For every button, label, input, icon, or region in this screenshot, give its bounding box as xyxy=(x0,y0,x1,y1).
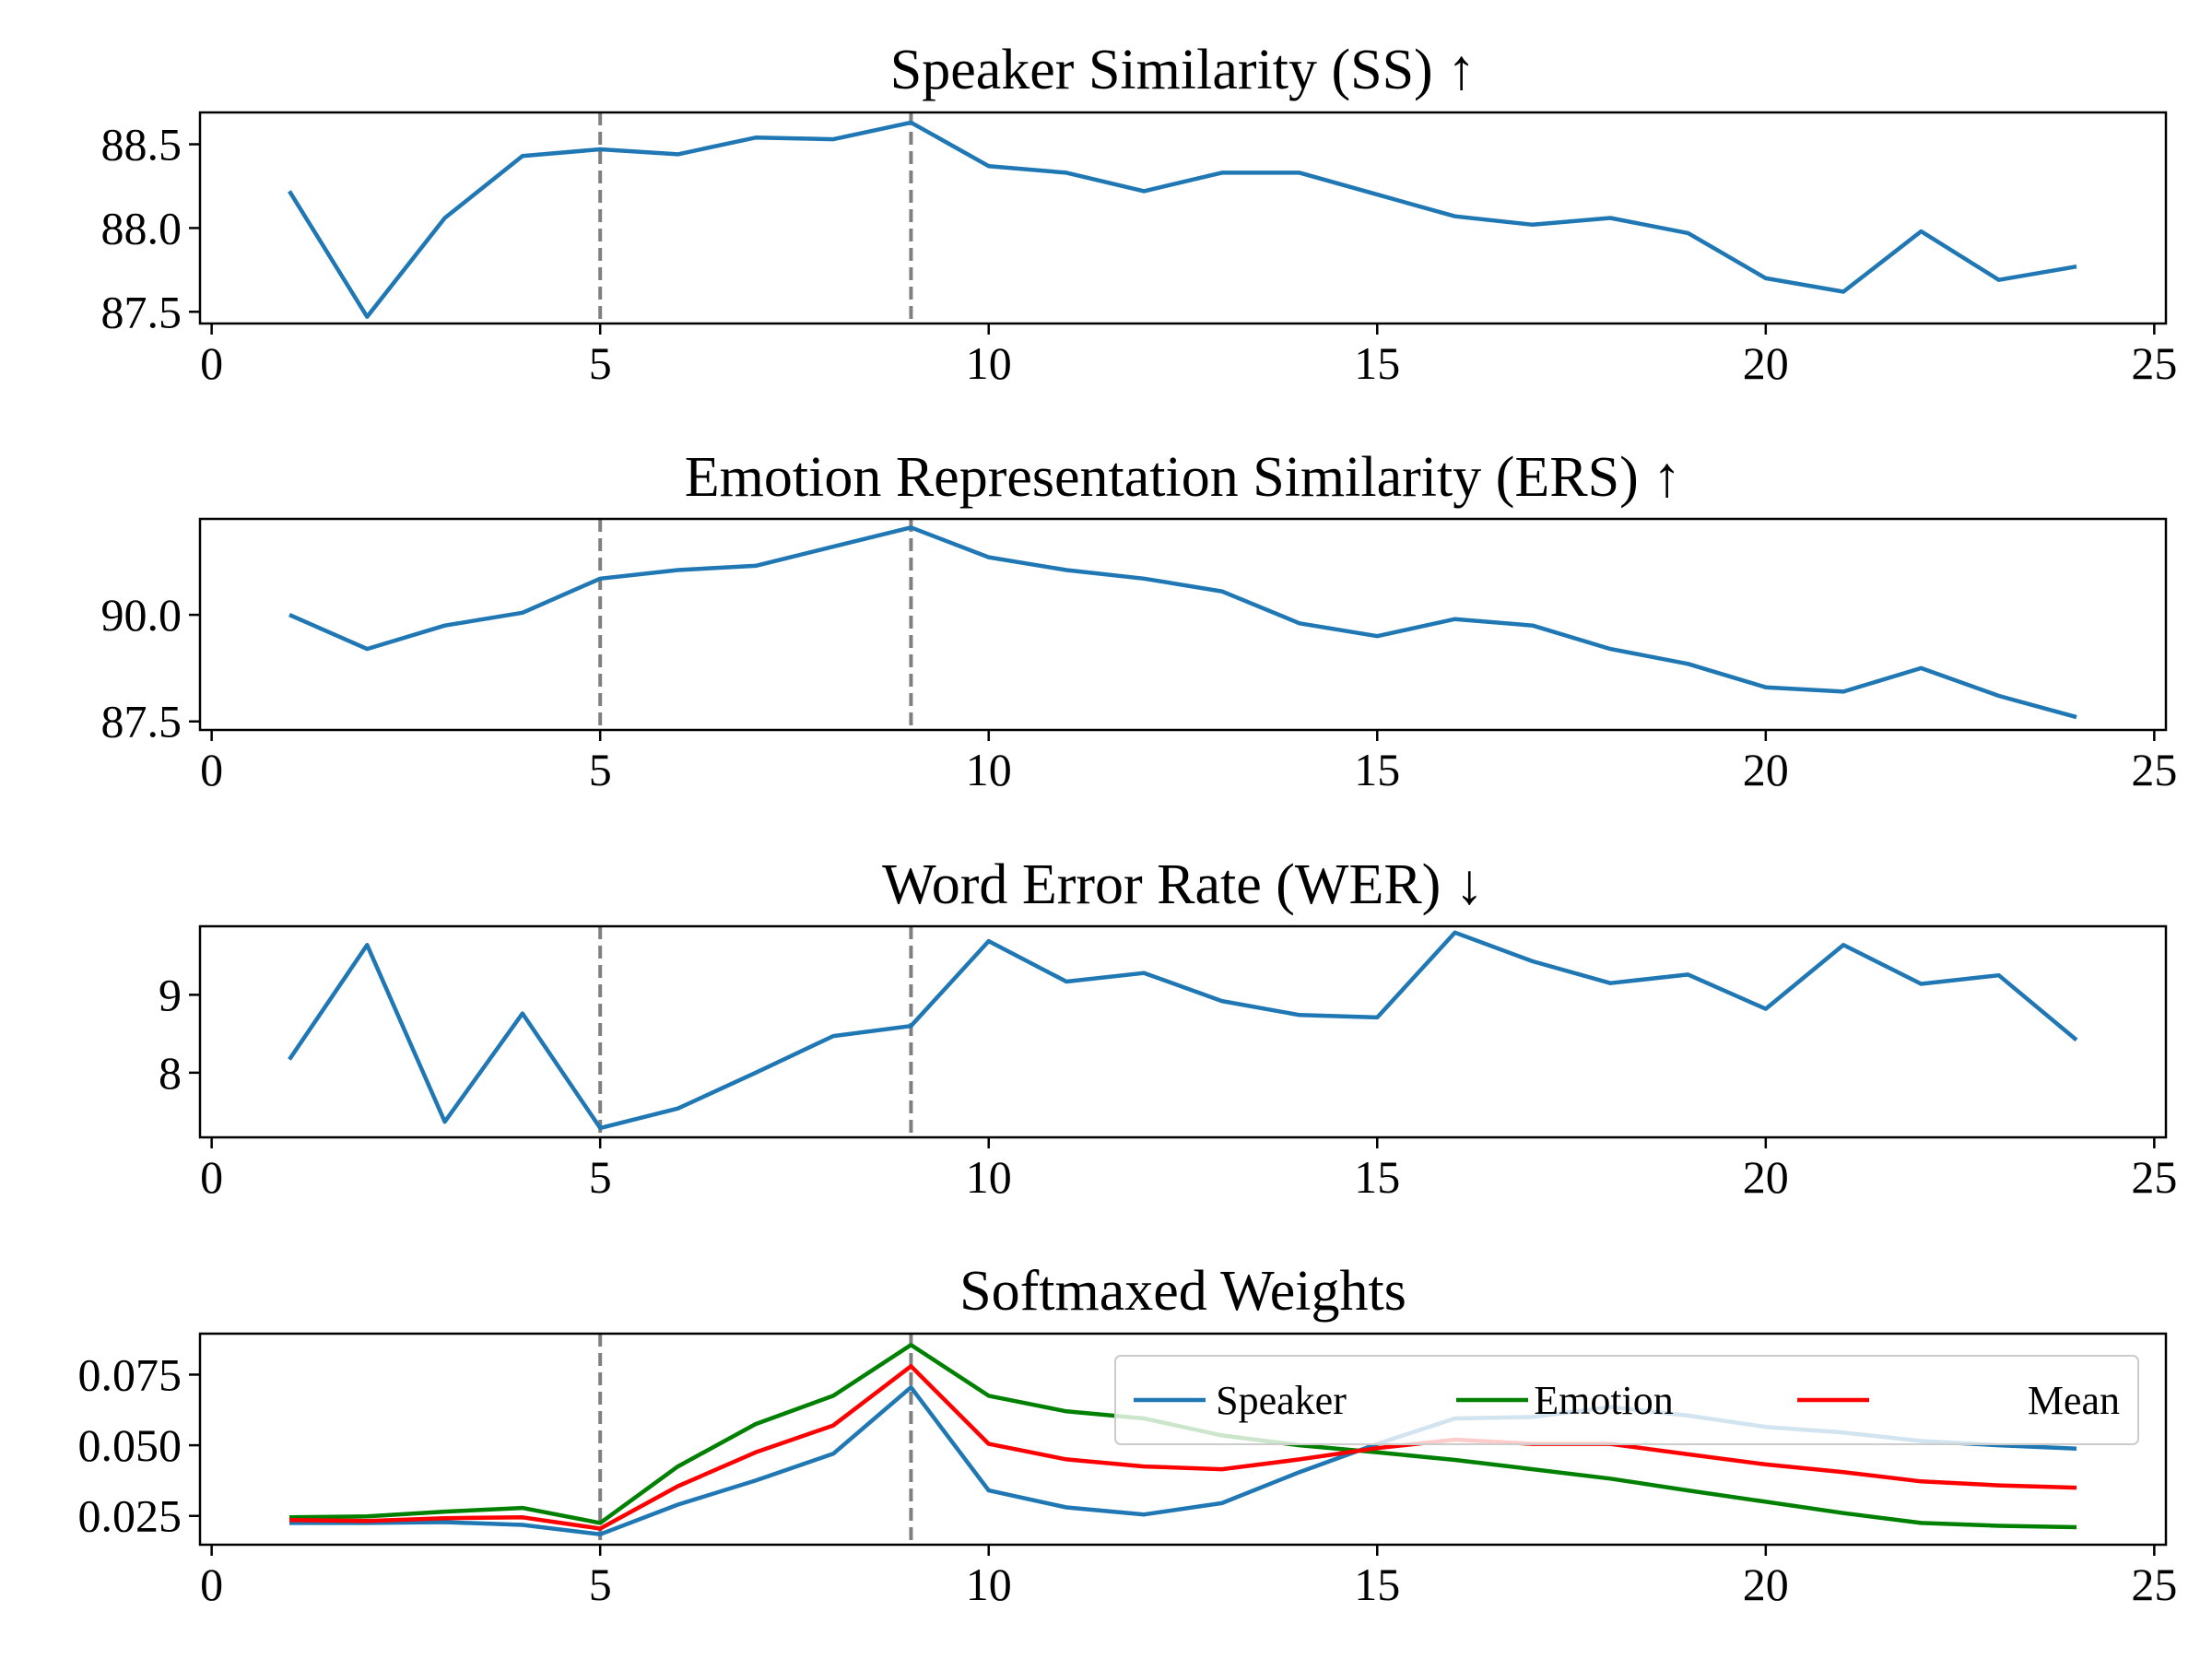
series-line-ers xyxy=(288,525,2077,720)
y-tick-label: 87.5 xyxy=(101,696,182,747)
panel-1: Speaker Similarity (SS) ↑ 0 5 10 15 20 25 87.5 8… xyxy=(101,39,2178,389)
x-tick-label: 0 xyxy=(200,1151,223,1203)
axes-frame xyxy=(198,1332,2168,1547)
series-line-ss xyxy=(288,120,2077,319)
axes-frame xyxy=(198,924,2168,1139)
x-tick-label: 25 xyxy=(2131,1151,2177,1203)
panel-3: Word Error Rate (WER) ↓ 0 5 10 15 20 25 8 9 xyxy=(159,853,2177,1203)
y-tick-label: 88.0 xyxy=(101,202,182,253)
panel-title: Emotion Representation Similarity (ERS) … xyxy=(685,446,1681,509)
y-tick-label: 0.050 xyxy=(78,1419,182,1471)
series-line-mean xyxy=(288,1364,2077,1531)
y-tick-label: 90.0 xyxy=(101,589,182,641)
panel-title: Softmaxed Weights xyxy=(959,1260,1406,1323)
legend-box xyxy=(1114,1355,2139,1445)
series-line-wer xyxy=(288,930,2078,1131)
x-tick-label: 20 xyxy=(1743,1559,1789,1610)
x-tick-label: 0 xyxy=(200,1559,223,1610)
x-tick-label: 15 xyxy=(1354,337,1400,389)
panel-4: Softmaxed Weights Speaker Emotion Mean 0 5 10 1… xyxy=(78,1260,2178,1610)
x-tick-label: 5 xyxy=(589,1559,612,1610)
x-tick-label: 15 xyxy=(1354,1559,1400,1610)
x-tick-label: 5 xyxy=(589,337,612,389)
x-tick-label: 20 xyxy=(1743,337,1789,389)
x-tick-label: 25 xyxy=(2131,337,2177,389)
y-tick-label: 0.075 xyxy=(78,1348,182,1400)
x-tick-label: 0 xyxy=(200,337,223,389)
x-tick-label: 15 xyxy=(1354,744,1400,795)
axes-frame xyxy=(198,517,2168,732)
legend-label-emotion: Emotion xyxy=(1534,1378,1674,1423)
panel-2: Emotion Representation Similarity (ERS) … xyxy=(101,446,2178,795)
x-tick-label: 25 xyxy=(2131,744,2177,795)
legend-label-mean: Mean xyxy=(2028,1378,2120,1423)
y-tick-label: 0.025 xyxy=(78,1490,182,1542)
x-tick-label: 5 xyxy=(589,1151,612,1203)
y-tick-label: 87.5 xyxy=(101,286,182,337)
x-tick-label: 20 xyxy=(1743,1151,1789,1203)
axes-frame xyxy=(198,111,2168,325)
y-tick-label: 8 xyxy=(159,1047,182,1099)
x-tick-label: 10 xyxy=(966,1559,1012,1610)
x-tick-label: 0 xyxy=(200,744,223,795)
x-tick-label: 10 xyxy=(966,337,1012,389)
y-tick-label: 88.5 xyxy=(101,119,182,171)
x-tick-label: 5 xyxy=(589,744,612,795)
x-tick-label: 10 xyxy=(966,744,1012,795)
x-tick-label: 25 xyxy=(2131,1559,2177,1610)
x-tick-label: 20 xyxy=(1743,744,1789,795)
x-tick-label: 10 xyxy=(966,1151,1012,1203)
x-tick-label: 15 xyxy=(1354,1151,1400,1203)
y-tick-label: 9 xyxy=(159,969,182,1020)
legend-label-speaker: Speaker xyxy=(1216,1378,1347,1423)
panel-title: Word Error Rate (WER) ↓ xyxy=(882,853,1484,916)
panel-title: Speaker Similarity (SS) ↑ xyxy=(890,39,1476,101)
legend: Speaker Emotion Mean xyxy=(1114,1355,2139,1445)
